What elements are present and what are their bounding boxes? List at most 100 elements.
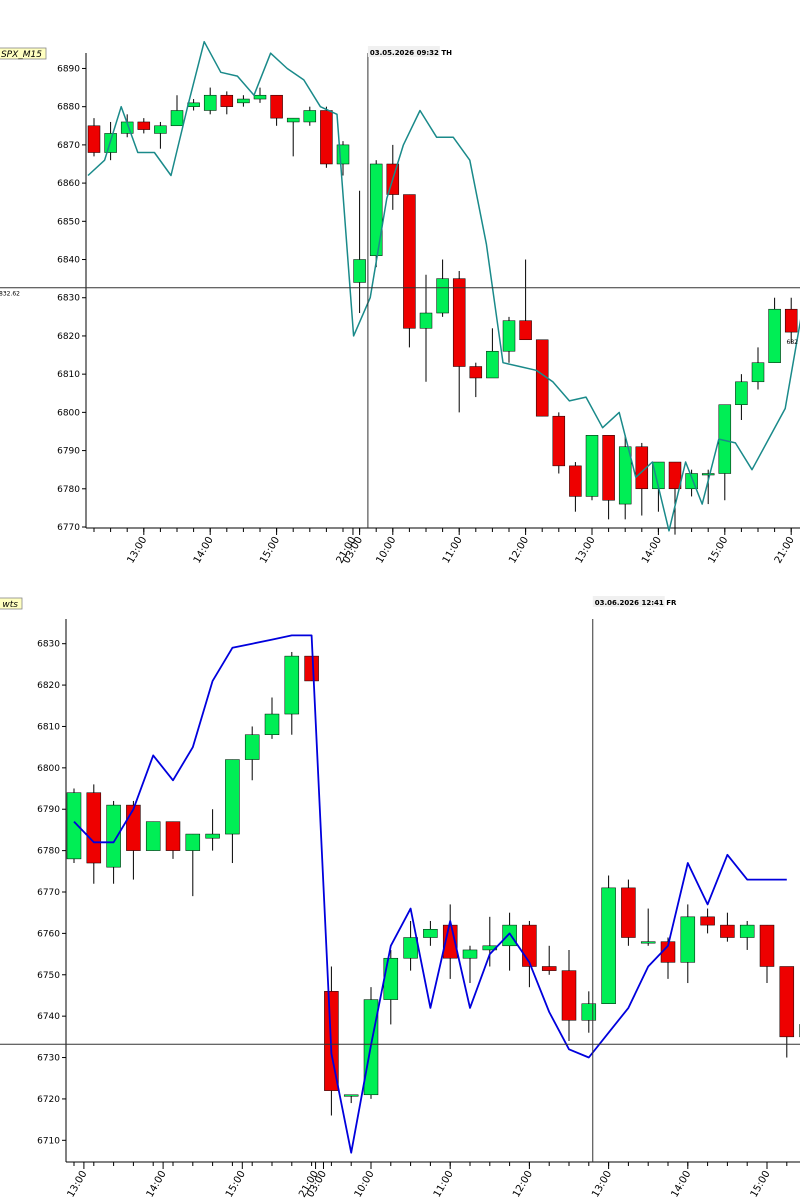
candle	[452, 270, 466, 413]
crosshair-time-label: 03.06.2026 12:41 FR	[595, 599, 677, 607]
candle-body-bull	[154, 125, 167, 134]
candle-body-bull	[419, 312, 433, 329]
candle	[220, 91, 234, 115]
candle-body-bear	[469, 366, 483, 379]
candle-body-bull	[106, 804, 121, 868]
crosshair-price-box	[0, 289, 22, 298]
y-tick-label: 6710	[37, 1136, 60, 1146]
y-tick-label: 6750	[37, 971, 60, 981]
candle	[237, 95, 250, 107]
candle	[154, 121, 167, 149]
candle-body-bull	[601, 887, 616, 1004]
candle-body-bull	[581, 1003, 597, 1021]
x-tick-label: 11:00	[432, 1169, 456, 1199]
candle	[145, 821, 161, 851]
x-tick-label: 13:00	[590, 1169, 614, 1199]
candle	[759, 924, 775, 984]
candle	[403, 920, 418, 971]
candle	[768, 297, 781, 363]
x-tick-label: 15:00	[224, 1169, 248, 1199]
symbol-tag: wts	[0, 597, 23, 610]
y-tick-label: 6790	[37, 805, 60, 815]
candle	[482, 916, 498, 967]
candle-body-bear	[320, 110, 333, 165]
candle	[751, 347, 765, 390]
candle	[423, 920, 438, 946]
candle	[502, 912, 517, 971]
candle	[284, 651, 300, 735]
x-tick-label: 15:00	[258, 535, 282, 565]
x-tick-label: 13:00	[125, 535, 149, 565]
candle	[137, 118, 151, 134]
candle	[86, 784, 102, 884]
symbol-tag-box	[0, 47, 47, 60]
candle-body-bull	[145, 821, 161, 851]
y-tick-label: 6880	[57, 103, 80, 113]
candle-body-bull	[286, 117, 300, 123]
candle-body-bear	[522, 924, 537, 967]
candle	[552, 412, 566, 474]
y-tick-label: 6800	[37, 764, 60, 774]
candle-body-bear	[126, 804, 141, 851]
candle	[640, 908, 656, 946]
candle-body-bear	[452, 278, 466, 367]
candle-body-bull	[253, 94, 267, 100]
crosshair-time-label: 03.05.2026 09:32 TH	[370, 49, 452, 57]
candle	[170, 95, 184, 127]
candle-body-bull	[170, 110, 184, 127]
y-tick-label: 6810	[57, 370, 80, 380]
candle	[618, 435, 632, 520]
y-tick-label: 6820	[37, 681, 60, 691]
candle-body-bull	[353, 259, 366, 283]
y-tick-label: 6790	[57, 447, 80, 457]
candle	[225, 759, 240, 864]
y-tick-label: 6830	[57, 294, 80, 304]
candle	[165, 821, 181, 859]
candle	[343, 1094, 359, 1104]
y-tick-label: 6890	[57, 64, 80, 74]
chart-panel-1: SPX_M15 6770 6780 6790 6800 6810 6820 6830 6840 6…	[0, 40, 800, 565]
x-tick-label: 13:00	[66, 1169, 90, 1199]
candle-body-bull	[640, 941, 656, 944]
candle-body-bear	[779, 966, 795, 1038]
candle-body-bear	[403, 194, 416, 329]
y-tick-label: 6870	[57, 141, 80, 151]
candle	[635, 442, 649, 516]
y-tick-label: 6770	[57, 523, 80, 533]
symbol-tag: SPX_M15	[0, 47, 47, 60]
candle-body-bear	[621, 887, 636, 938]
candle-body-bull	[462, 949, 478, 959]
indicator-line	[87, 40, 800, 532]
candle	[264, 697, 280, 739]
candle	[701, 469, 715, 505]
crosshair-label-box	[367, 46, 440, 57]
candle	[502, 316, 516, 363]
candle	[253, 87, 267, 103]
x-tick-label: 12:00	[507, 535, 531, 565]
crosshair-label-box	[592, 596, 665, 607]
last-price-label: 682	[787, 339, 799, 346]
candle	[469, 362, 483, 398]
y-tick-label: 6740	[37, 1012, 60, 1022]
candle-body-bull	[343, 1094, 359, 1097]
candle	[205, 809, 220, 851]
candle	[304, 655, 319, 682]
candle-body-bull	[403, 937, 418, 959]
candle	[286, 117, 300, 157]
candle	[353, 190, 366, 314]
candle-body-bull	[244, 734, 260, 760]
candle	[718, 404, 732, 501]
x-tick-label: 10:00	[374, 535, 398, 565]
candle-body-bull	[585, 435, 599, 497]
y-tick-label: 6810	[37, 722, 60, 732]
candle	[601, 875, 616, 1004]
candle	[541, 945, 557, 975]
candle-body-bull	[303, 110, 317, 123]
candle-body-bull	[436, 278, 449, 314]
x-tick-label: 15:00	[706, 535, 730, 565]
x-tick-label: 10:00	[353, 1169, 377, 1199]
candle-body-bear	[165, 821, 181, 851]
y-tick-label: 6730	[37, 1054, 60, 1064]
candle-body-bull	[264, 713, 280, 735]
candle-body-bear	[784, 308, 798, 333]
